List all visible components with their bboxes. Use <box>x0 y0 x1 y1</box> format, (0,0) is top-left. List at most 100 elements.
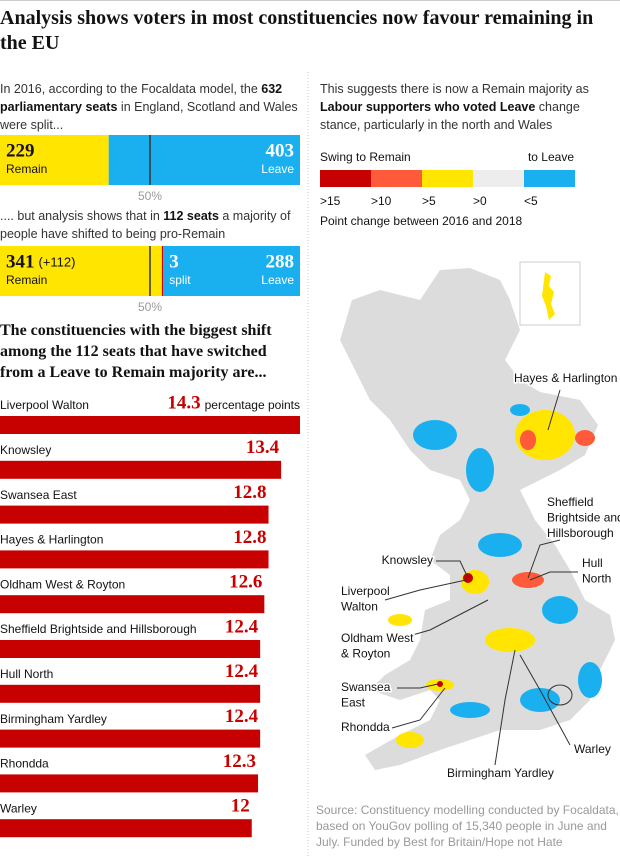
value-label: 12.4 <box>225 616 259 637</box>
text-bold: 112 seats <box>163 209 219 223</box>
leave-value: 403 <box>266 140 295 161</box>
value-label: 12 <box>231 796 250 817</box>
region <box>542 596 578 624</box>
legend-swatch <box>524 170 575 187</box>
map-label: Swansea <box>341 680 391 694</box>
bar <box>0 819 252 838</box>
map-label: & Royton <box>341 647 390 661</box>
category-label: Hull North <box>0 667 53 681</box>
bar <box>0 595 265 614</box>
category-label: Oldham West & Royton <box>0 577 125 591</box>
category-label: Warley <box>0 801 37 815</box>
value-label: 12.4 <box>225 661 259 682</box>
region <box>520 430 536 450</box>
value-label: 12.8 <box>233 482 266 503</box>
map-label: Hillsborough <box>547 526 614 540</box>
region <box>437 681 443 687</box>
leave-label: Leave <box>261 273 294 287</box>
leave-bar <box>163 246 300 296</box>
map-label: Sheffield <box>547 495 593 509</box>
london <box>547 684 573 706</box>
value-label: 12.8 <box>233 527 266 548</box>
bar <box>0 640 261 658</box>
bar <box>0 774 259 793</box>
map <box>340 261 615 770</box>
legend-caption: Point change between 2016 and 2018 <box>320 214 522 228</box>
map-label: Rhondda <box>341 720 390 734</box>
split-bar <box>161 246 164 296</box>
bar <box>0 684 261 703</box>
map-label: Walton <box>341 600 378 614</box>
inset-box <box>519 261 581 326</box>
text: in England, Scotland and Wales were spli… <box>0 100 298 132</box>
remain-bar <box>0 135 109 185</box>
region <box>575 430 595 446</box>
source: Source: Constituency modelling conducted… <box>316 803 619 849</box>
category-label: Sheffield Brightside and Hillsborough <box>0 622 197 636</box>
remain-change: (+112) <box>39 254 76 269</box>
bar <box>0 416 300 434</box>
bar <box>0 729 261 748</box>
shift-text: .... but analysis shows that in 112 seat… <box>0 207 300 243</box>
legend-label: >0 <box>473 194 487 208</box>
category-label: Hayes & Harlington <box>0 533 103 547</box>
annotation: percentage points <box>205 398 300 412</box>
legend-label: >5 <box>422 194 436 208</box>
shetland <box>542 272 555 320</box>
region <box>396 732 424 748</box>
legend-right: to Leave <box>528 150 574 164</box>
value-label: 12.6 <box>229 572 262 593</box>
region <box>388 614 412 626</box>
region <box>512 572 544 588</box>
category-label: Knowsley <box>0 443 51 457</box>
text: a majority of people have shifted to bei… <box>0 209 291 241</box>
value-label: 12.3 <box>223 751 256 772</box>
region <box>413 420 457 450</box>
leave-label: Leave <box>261 162 294 176</box>
map-label: Hayes & Harlington <box>514 371 617 385</box>
category-label: Swansea East <box>0 488 77 502</box>
legend-swatch <box>473 170 524 187</box>
map-label: Warley <box>574 742 611 756</box>
map-label: Knowsley <box>382 553 433 567</box>
legend-swatch <box>422 170 473 187</box>
split-label: split <box>169 273 191 287</box>
split-value: 3 <box>169 251 179 272</box>
legend-left: Swing to Remain <box>320 150 411 164</box>
region <box>466 448 494 492</box>
remain-bar <box>0 246 162 296</box>
category-label: Rhondda <box>0 757 49 771</box>
category-label: Liverpool Walton <box>0 398 89 412</box>
map-label: North <box>582 572 611 586</box>
region <box>450 702 490 718</box>
remain-value: 229 <box>6 140 35 161</box>
region <box>478 533 522 557</box>
region <box>485 628 535 652</box>
legend-swatch <box>371 170 422 187</box>
intro-text: In 2016, according to the Focaldata mode… <box>0 80 300 134</box>
remain-label: Remain <box>6 273 47 287</box>
text-bold: 632 parliamentary seats <box>0 82 283 114</box>
title: Analysis shows voters in most constituen… <box>0 7 594 54</box>
midpoint-label: 50% <box>138 300 162 314</box>
leave-bar <box>108 135 300 185</box>
region <box>578 662 602 698</box>
legend-label: >15 <box>320 194 341 208</box>
britain-outline <box>340 268 615 770</box>
leave-value: 288 <box>266 251 295 272</box>
legend-label: >10 <box>371 194 392 208</box>
text: In 2016, according to the Focaldata mode… <box>0 82 262 96</box>
value-label: 14.3 <box>167 392 200 413</box>
text: This suggests there is now a Remain majo… <box>320 82 589 96</box>
region <box>510 404 530 416</box>
remain-label: Remain <box>6 162 47 176</box>
value-label: 13.4 <box>246 437 280 458</box>
bar <box>0 460 282 479</box>
map-label: Liverpool <box>341 584 390 598</box>
text-bold: Labour supporters who voted Leave <box>320 100 536 114</box>
remain-value: 341 <box>6 251 35 272</box>
bar <box>0 505 269 524</box>
chart-title: The constituencies with the biggest shif… <box>0 322 272 381</box>
map-label: East <box>341 696 366 710</box>
